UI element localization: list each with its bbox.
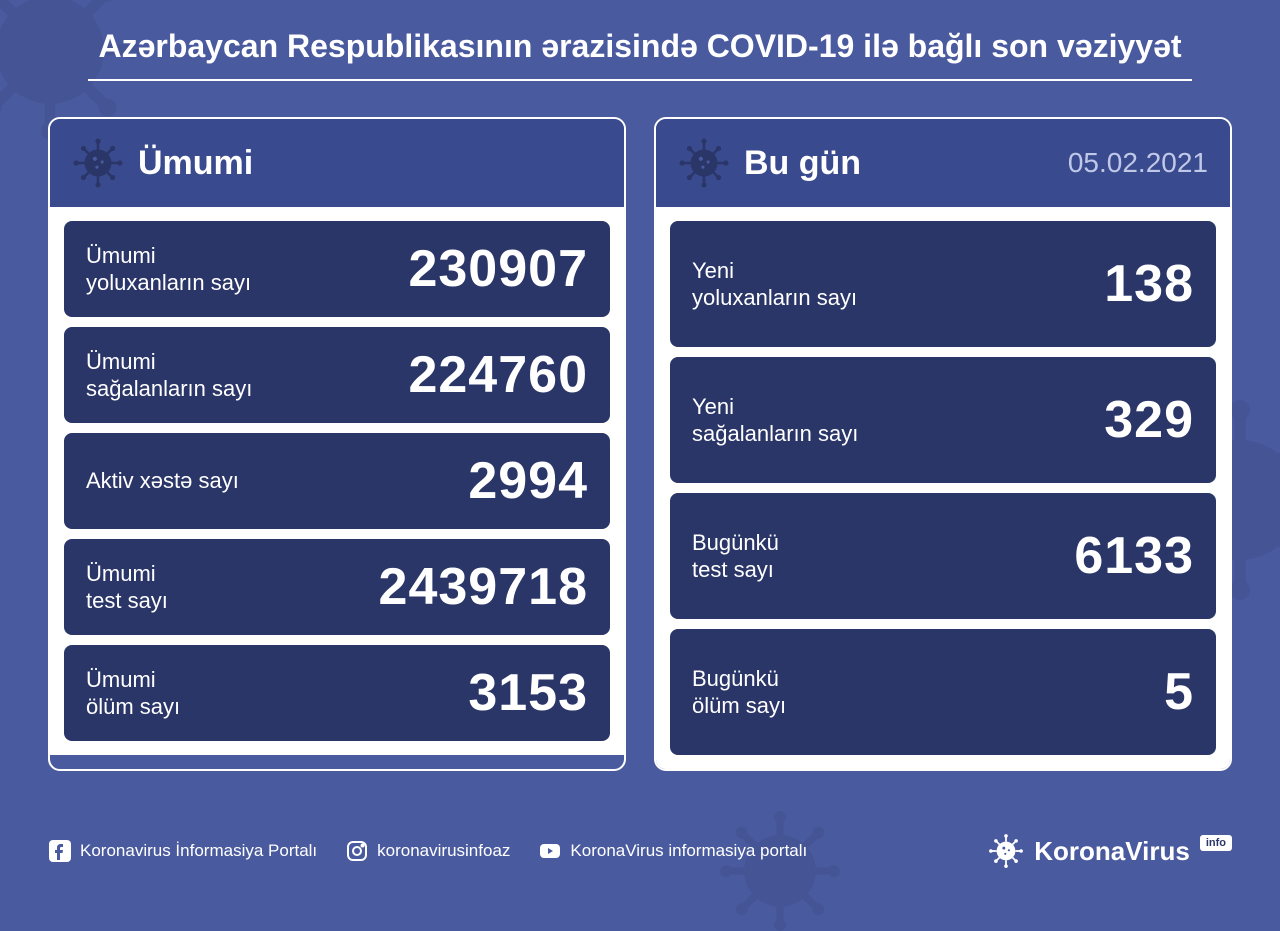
brand-virus-icon (988, 833, 1024, 869)
stat-value: 138 (1104, 254, 1194, 314)
stat-row: Aktiv xəstə sayı 2994 (64, 433, 610, 529)
panels-container: Ümumi Ümumiyoluxanların sayı 230907 Ümum… (0, 99, 1280, 771)
panel-today-date: 05.02.2021 (1068, 147, 1208, 179)
stat-value: 2994 (468, 451, 588, 511)
stat-row: Yenisağalanların sayı 329 (670, 357, 1216, 483)
panel-today-body: Yeniyoluxanların sayı 138 Yenisağalanlar… (656, 207, 1230, 769)
stat-value: 329 (1104, 390, 1194, 450)
footer-social: Koronavirus İnformasiya Portalı koronavi… (48, 839, 807, 863)
stat-label: Aktiv xəstə sayı (86, 467, 239, 495)
stat-value: 224760 (408, 345, 588, 405)
panel-total-title: Ümumi (138, 144, 253, 183)
footer-instagram: koronavirusinfoaz (345, 839, 510, 863)
instagram-icon (345, 839, 369, 863)
stat-label: Bugünkütest sayı (692, 529, 779, 584)
panel-today: Bu gün 05.02.2021 Yeniyoluxanların sayı … (654, 117, 1232, 771)
stat-value: 6133 (1074, 526, 1194, 586)
brand-text: KoronaVirus (1034, 836, 1190, 867)
stat-value: 230907 (408, 239, 588, 299)
stat-label: Bugünküölüm sayı (692, 665, 786, 720)
stat-value: 2439718 (379, 557, 588, 617)
stat-row: Bugünküölüm sayı 5 (670, 629, 1216, 755)
footer-brand: KoronaVirus info (988, 833, 1232, 869)
stat-label: Ümumiölüm sayı (86, 666, 180, 721)
stat-label: Ümumiyoluxanların sayı (86, 242, 251, 297)
virus-icon (72, 137, 124, 189)
panel-total: Ümumi Ümumiyoluxanların sayı 230907 Ümum… (48, 117, 626, 771)
stat-row: Yeniyoluxanların sayı 138 (670, 221, 1216, 347)
page-title: Azərbaycan Respublikasının ərazisində CO… (0, 0, 1280, 99)
stat-row: Ümumiölüm sayı 3153 (64, 645, 610, 741)
virus-icon (678, 137, 730, 189)
youtube-icon (538, 839, 562, 863)
stat-row: Ümumiyoluxanların sayı 230907 (64, 221, 610, 317)
brand-badge: info (1200, 835, 1232, 851)
facebook-icon (48, 839, 72, 863)
stat-label: Yenisağalanların sayı (692, 393, 858, 448)
panel-total-body: Ümumiyoluxanların sayı 230907 Ümumisağal… (50, 207, 624, 755)
footer-facebook: Koronavirus İnformasiya Portalı (48, 839, 317, 863)
footer-youtube: KoronaVirus informasiya portalı (538, 839, 807, 863)
stat-label: Ümumisağalanların sayı (86, 348, 252, 403)
stat-value: 5 (1164, 662, 1194, 722)
stat-row: Ümumisağalanların sayı 224760 (64, 327, 610, 423)
footer: Koronavirus İnformasiya Portalı koronavi… (0, 815, 1280, 891)
footer-instagram-label: koronavirusinfoaz (377, 841, 510, 861)
stat-label: Yeniyoluxanların sayı (692, 257, 857, 312)
stat-row: Bugünkütest sayı 6133 (670, 493, 1216, 619)
panel-total-header: Ümumi (50, 119, 624, 207)
panel-today-title: Bu gün (744, 144, 861, 183)
panel-today-header: Bu gün 05.02.2021 (656, 119, 1230, 207)
footer-youtube-label: KoronaVirus informasiya portalı (570, 841, 807, 861)
stat-row: Ümumitest sayı 2439718 (64, 539, 610, 635)
stat-label: Ümumitest sayı (86, 560, 168, 615)
stat-value: 3153 (468, 663, 588, 723)
footer-facebook-label: Koronavirus İnformasiya Portalı (80, 841, 317, 861)
